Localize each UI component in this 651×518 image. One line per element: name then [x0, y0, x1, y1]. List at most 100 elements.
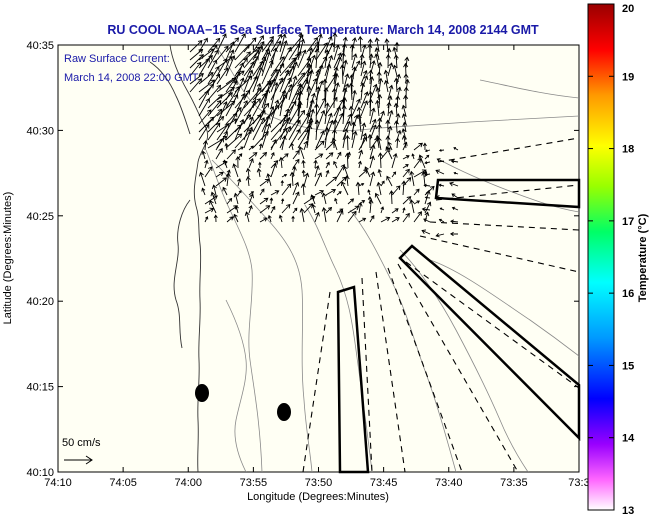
current-vector [303, 172, 310, 187]
current-vector [331, 137, 338, 151]
x-axis-label: Longitude (Degrees:Minutes) [247, 491, 389, 503]
current-vector [292, 181, 300, 196]
current-vector [449, 231, 459, 237]
current-vector [421, 207, 431, 212]
current-vector [402, 155, 410, 160]
y-tick-label: 40:30 [26, 125, 54, 137]
current-vector [189, 48, 204, 61]
current-vector [269, 197, 274, 205]
current-vector [451, 206, 459, 211]
current-vector [391, 152, 398, 169]
current-vector [297, 32, 304, 53]
current-vector [248, 205, 253, 214]
current-vector [342, 73, 350, 93]
current-vector [279, 57, 296, 77]
current-timestamp: March 14, 2008 22:00 GMT [64, 72, 199, 84]
current-vector [325, 169, 330, 178]
current-vector [297, 49, 307, 69]
current-vector [374, 192, 382, 205]
current-vector [207, 73, 221, 93]
current-vector [333, 44, 340, 61]
current-vector [267, 214, 272, 223]
current-vector [360, 70, 368, 85]
current-vector [391, 217, 400, 223]
current-vector [314, 103, 320, 125]
current-vector [402, 212, 410, 223]
bathymetry-contour [214, 45, 579, 132]
colorbar-tick-label: 16 [622, 288, 634, 300]
y-axis-label: Latitude (Degrees:Minutes) [2, 192, 14, 325]
scale-label: 50 cm/s [62, 437, 101, 449]
current-vector [259, 217, 268, 223]
current-vector [311, 203, 316, 214]
current-vector [367, 43, 373, 61]
current-vector [369, 76, 375, 93]
current-vector [237, 146, 244, 151]
current-vector [244, 211, 250, 223]
x-tick-label: 73:40 [435, 477, 463, 489]
current-vector [315, 42, 328, 61]
current-vector [189, 54, 204, 69]
current-vector [270, 81, 279, 109]
current-vector [225, 71, 241, 93]
current-vector [225, 55, 236, 77]
current-vector [336, 209, 344, 223]
current-vector [376, 71, 382, 85]
current-vector [261, 122, 272, 149]
current-vector [270, 138, 277, 151]
current-vector [234, 114, 252, 133]
current-vector [402, 207, 406, 214]
current-vector [321, 192, 327, 205]
current-vector [369, 83, 378, 101]
coastline-bay [173, 199, 191, 349]
current-vector [351, 53, 358, 69]
current-vector [189, 78, 203, 93]
current-vector [321, 206, 327, 223]
current-vector [207, 122, 221, 141]
current-vector [391, 208, 399, 214]
current-vector [288, 119, 301, 141]
current-vector [259, 205, 271, 214]
bathymetry-contour [225, 299, 247, 472]
colorbar-tick-label: 17 [622, 216, 634, 228]
current-vector [215, 137, 224, 151]
current-vector [360, 100, 369, 117]
current-vector [423, 183, 431, 188]
marker-dot [277, 403, 291, 421]
current-vector [207, 66, 220, 85]
current-vector [402, 121, 408, 133]
current-vector [418, 154, 426, 169]
current-vector [215, 171, 224, 178]
current-vector [315, 130, 325, 149]
current-vector [357, 201, 363, 214]
current-vector [409, 199, 415, 214]
current-vector [207, 49, 219, 69]
current-vector [367, 189, 371, 196]
current-vector [290, 142, 295, 151]
colorbar-tick-label: 20 [622, 3, 634, 15]
current-vector [270, 77, 284, 101]
current-vector [438, 149, 445, 152]
current-vector [279, 69, 290, 93]
current-vector [292, 191, 300, 205]
x-tick-label: 73:3 [568, 477, 589, 489]
current-vector [314, 140, 325, 151]
current-vector [281, 135, 287, 151]
current-vector [252, 92, 267, 117]
current-vector [281, 183, 292, 196]
current-vector [344, 175, 350, 187]
current-vector [387, 141, 393, 151]
current-vector [201, 187, 206, 196]
current-vector [297, 120, 313, 141]
current-vector [424, 154, 430, 160]
current-vector [266, 173, 272, 187]
current-vector [303, 140, 309, 151]
current-vector [234, 118, 245, 141]
current-vector [351, 98, 361, 117]
current-vector [314, 172, 322, 187]
current-vector [225, 93, 239, 117]
current-vector [424, 173, 431, 177]
current-vector [385, 53, 391, 69]
current-vector [216, 123, 229, 141]
colorbar [587, 3, 615, 511]
